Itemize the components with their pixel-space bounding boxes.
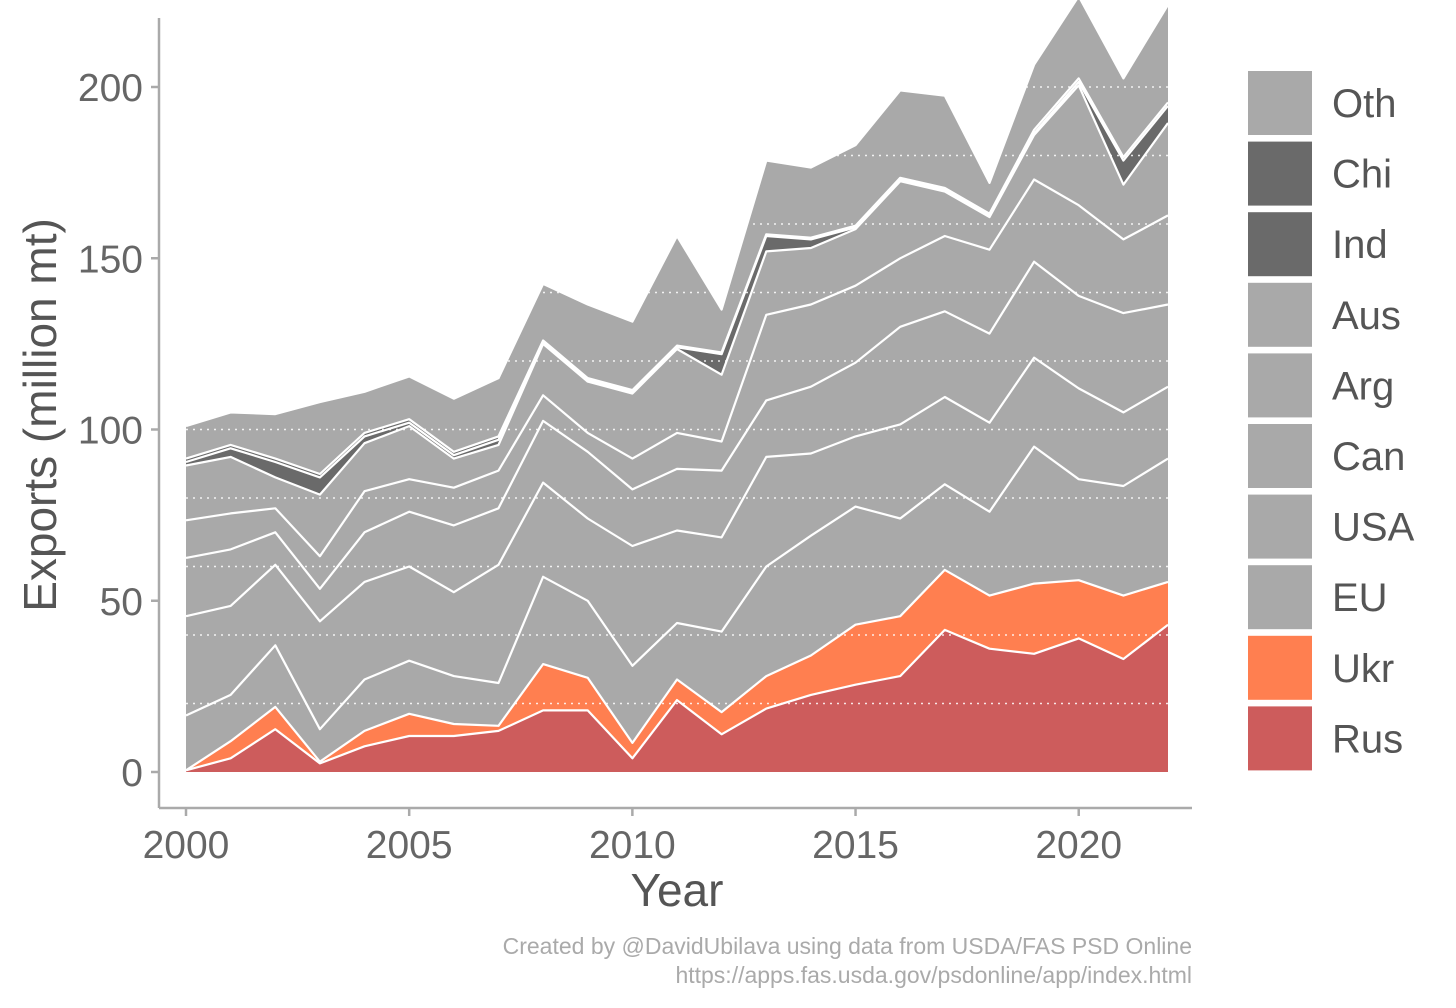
legend-label: Oth xyxy=(1332,82,1396,126)
legend-item-aus: Aus xyxy=(1248,282,1401,347)
x-axis-title: Year xyxy=(631,864,724,916)
legend-label: Chi xyxy=(1332,153,1392,197)
x-tick-label: 2000 xyxy=(143,824,230,867)
area-ukr xyxy=(186,569,1168,771)
legend-swatch xyxy=(1248,494,1312,559)
legend-swatch xyxy=(1248,212,1312,277)
legend-item-oth: Oth xyxy=(1248,71,1396,135)
legend-swatch xyxy=(1248,424,1312,488)
y-tick-label: 0 xyxy=(121,752,143,795)
legend-item-usa: USA xyxy=(1248,494,1415,559)
y-tick-label: 200 xyxy=(78,67,143,110)
area-eu xyxy=(186,446,1168,771)
outline-ukr xyxy=(185,568,1169,772)
legend: Oth Chi Ind Aus Arg Can USA EU Ukr Rus xyxy=(1248,71,1415,771)
outline-usa xyxy=(185,356,1169,623)
x-ticks: 2000 2005 2010 2015 2020 xyxy=(143,808,1122,867)
legend-label: Ukr xyxy=(1332,647,1394,691)
legend-swatch xyxy=(1248,565,1312,630)
area-can xyxy=(186,261,1168,622)
area-aus xyxy=(186,85,1168,557)
outline-chi xyxy=(185,77,1169,476)
outline-arg xyxy=(185,178,1169,558)
outline-eu xyxy=(185,445,1169,731)
legend-label: Aus xyxy=(1332,294,1401,338)
legend-swatch xyxy=(1248,141,1312,206)
area-usa xyxy=(186,357,1168,730)
axes xyxy=(157,18,1192,810)
y-tick-label: 50 xyxy=(100,581,143,624)
legend-label: Ind xyxy=(1332,223,1388,267)
legend-label: EU xyxy=(1332,576,1388,620)
y-axis-title: Exports (million mt) xyxy=(14,218,66,612)
legend-label: USA xyxy=(1332,506,1415,550)
x-tick-label: 2005 xyxy=(366,824,453,867)
legend-item-eu: EU xyxy=(1248,565,1388,630)
area-arg xyxy=(186,179,1168,589)
legend-label: Arg xyxy=(1332,364,1394,408)
legend-item-rus: Rus xyxy=(1248,706,1403,771)
x-tick-label: 2010 xyxy=(589,824,676,867)
x-tick-label: 2020 xyxy=(1035,824,1122,867)
legend-item-arg: Arg xyxy=(1248,353,1394,418)
legend-swatch xyxy=(1248,353,1312,418)
legend-item-chi: Chi xyxy=(1248,141,1392,206)
legend-swatch xyxy=(1248,282,1312,347)
grid-lines xyxy=(186,86,1168,705)
stacked-areas xyxy=(186,0,1168,772)
legend-item-can: Can xyxy=(1248,424,1405,488)
area-rus xyxy=(186,624,1168,772)
y-tick-label: 100 xyxy=(78,410,143,453)
y-tick-label: 150 xyxy=(78,238,143,281)
outline-rus xyxy=(185,623,1169,772)
caption-line-1: Created by @DavidUbilava using data from… xyxy=(503,933,1192,959)
legend-swatch xyxy=(1248,635,1312,700)
caption-line-2: https://apps.fas.usda.gov/psdonline/app/… xyxy=(675,962,1192,988)
legend-label: Can xyxy=(1332,435,1405,479)
outline-oth xyxy=(185,0,1169,428)
outline-can xyxy=(185,260,1169,590)
series-outlines xyxy=(185,0,1169,772)
legend-item-ukr: Ukr xyxy=(1248,635,1394,700)
legend-item-ind: Ind xyxy=(1248,212,1388,277)
legend-swatch xyxy=(1248,706,1312,771)
legend-label: Rus xyxy=(1332,717,1403,761)
y-ticks: 0 50 100 150 200 xyxy=(78,67,159,795)
legend-swatch xyxy=(1248,71,1312,135)
x-tick-label: 2015 xyxy=(812,824,899,867)
